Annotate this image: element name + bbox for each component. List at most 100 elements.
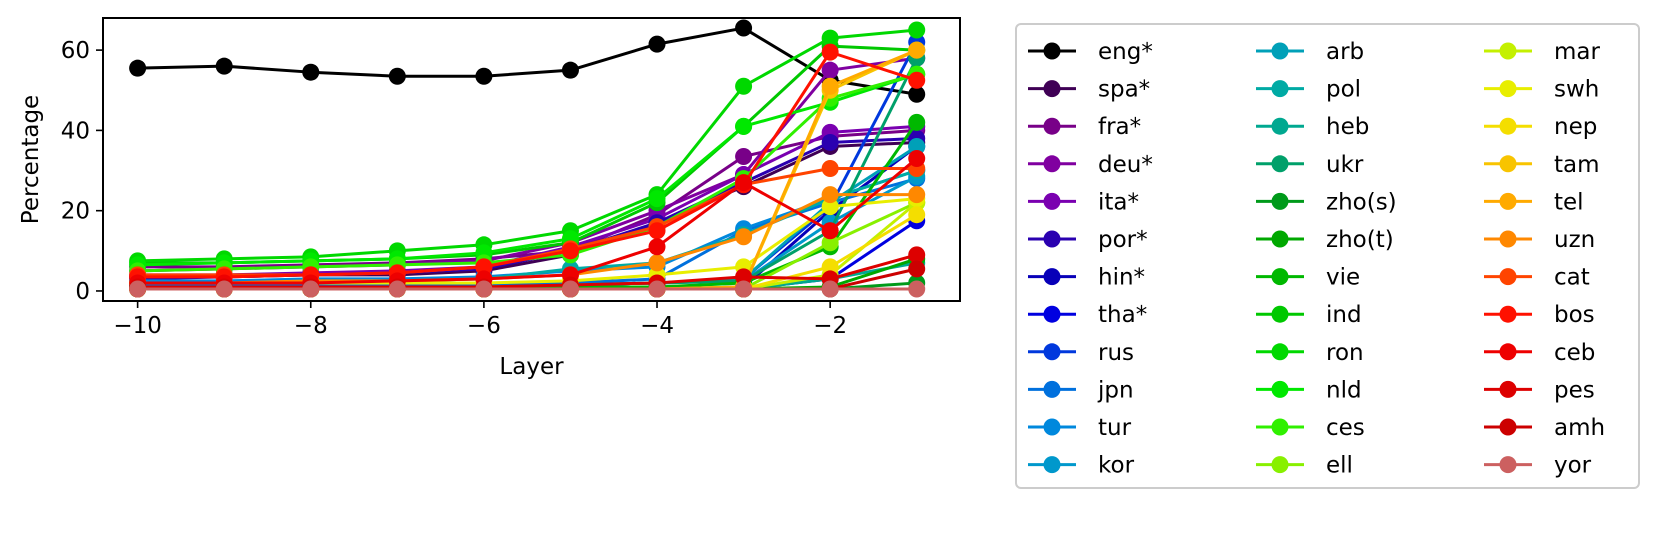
data-point-nep--1 bbox=[908, 206, 926, 224]
data-point-uzn--3 bbox=[735, 228, 753, 246]
legend-label-swh: swh bbox=[1554, 77, 1599, 103]
data-point-tel--1 bbox=[908, 41, 926, 59]
data-point-ceb--4 bbox=[648, 238, 666, 256]
legend-label-bos: bos bbox=[1554, 302, 1595, 328]
legend-label-ell: ell bbox=[1326, 453, 1353, 479]
data-point-yor--5 bbox=[561, 280, 579, 298]
legend-marker-kor bbox=[1043, 456, 1061, 474]
data-point-yor--3 bbox=[735, 280, 753, 298]
data-point-ron--3 bbox=[735, 77, 753, 95]
x-tick-label: −10 bbox=[113, 313, 162, 339]
data-point-amh--1 bbox=[908, 260, 926, 278]
data-point-yor--10 bbox=[129, 280, 147, 298]
legend-marker-mar bbox=[1499, 42, 1517, 60]
legend-marker-bos bbox=[1499, 305, 1517, 323]
legend-label-ces: ces bbox=[1326, 415, 1365, 441]
series-line-pes bbox=[137, 253, 918, 289]
data-point-ron--1 bbox=[908, 21, 926, 39]
legend-marker-tam bbox=[1499, 155, 1517, 173]
legend-label-ceb: ceb bbox=[1554, 340, 1595, 366]
legend-marker-tel bbox=[1499, 192, 1517, 210]
x-tick-label: −4 bbox=[640, 313, 674, 339]
y-tick-label: 20 bbox=[61, 199, 90, 225]
data-point-bos--6 bbox=[475, 258, 493, 276]
legend-label-tur: tur bbox=[1098, 415, 1132, 441]
x-tick-label: −6 bbox=[467, 313, 501, 339]
data-point-eng*--1 bbox=[908, 85, 926, 103]
legend-label-eng*: eng* bbox=[1098, 39, 1153, 65]
legend-label-rus: rus bbox=[1098, 340, 1134, 366]
legend-label-uzn: uzn bbox=[1554, 227, 1595, 253]
legend-label-fra*: fra* bbox=[1098, 114, 1141, 140]
data-point-nld--3 bbox=[735, 117, 753, 135]
data-point-uzn--2 bbox=[821, 186, 839, 204]
legend-marker-spa* bbox=[1043, 80, 1061, 98]
legend-marker-ell bbox=[1271, 456, 1289, 474]
x-tick-label: −8 bbox=[294, 313, 328, 339]
data-point-yor--9 bbox=[215, 280, 233, 298]
y-tick-label: 60 bbox=[61, 38, 90, 64]
data-point-eng*--10 bbox=[129, 59, 147, 77]
legend-marker-swh bbox=[1499, 80, 1517, 98]
legend-marker-nep bbox=[1499, 117, 1517, 135]
legend-label-heb: heb bbox=[1326, 114, 1369, 140]
data-point-yor--7 bbox=[388, 280, 406, 298]
legend-marker-uzn bbox=[1499, 230, 1517, 248]
legend-label-ukr: ukr bbox=[1326, 152, 1364, 178]
data-point-yor--8 bbox=[302, 280, 320, 298]
legend-label-zho(t): zho(t) bbox=[1326, 227, 1394, 253]
legend-label-amh: amh bbox=[1554, 415, 1605, 441]
data-point-swh--2 bbox=[821, 198, 839, 216]
data-point-uzn--1 bbox=[908, 186, 926, 204]
data-point-pes--1 bbox=[908, 246, 926, 264]
data-point-fra*--3 bbox=[735, 147, 753, 165]
legend-label-mar: mar bbox=[1554, 39, 1600, 65]
legend-label-yor: yor bbox=[1554, 453, 1592, 479]
data-point-pes--3 bbox=[735, 268, 753, 286]
legend-marker-pes bbox=[1499, 380, 1517, 398]
legend-box bbox=[1015, 23, 1640, 489]
legend-label-vie: vie bbox=[1326, 265, 1360, 291]
legend-marker-por* bbox=[1043, 230, 1061, 248]
data-point-yor--1 bbox=[908, 280, 926, 298]
data-point-yor--6 bbox=[475, 280, 493, 298]
data-point-deu*--2 bbox=[821, 61, 839, 79]
series-line-eng* bbox=[137, 26, 917, 96]
y-tick-label: 40 bbox=[61, 118, 90, 144]
legend-label-zho(s): zho(s) bbox=[1326, 189, 1397, 215]
legend-marker-nld bbox=[1271, 380, 1289, 398]
legend-marker-vie bbox=[1271, 268, 1289, 286]
data-point-por*--2 bbox=[821, 133, 839, 151]
legend-label-ind: ind bbox=[1326, 302, 1362, 328]
series-line-nld bbox=[137, 72, 918, 267]
series-group bbox=[129, 19, 926, 298]
data-point-eng*--4 bbox=[648, 35, 666, 53]
legend-marker-zho(s) bbox=[1271, 192, 1289, 210]
data-point-nld--4 bbox=[648, 190, 666, 208]
legend-marker-amh bbox=[1499, 418, 1517, 436]
legend-marker-ceb bbox=[1499, 343, 1517, 361]
legend-marker-zho(t) bbox=[1271, 230, 1289, 248]
legend-label-cat: cat bbox=[1554, 265, 1590, 291]
legend-label-nep: nep bbox=[1554, 114, 1597, 140]
legend-label-spa*: spa* bbox=[1098, 77, 1150, 103]
plot-area bbox=[129, 19, 926, 298]
series-line-bos bbox=[137, 50, 918, 279]
legend-label-arb: arb bbox=[1326, 39, 1364, 65]
data-point-ceb--3 bbox=[735, 174, 753, 192]
legend-label-tam: tam bbox=[1554, 152, 1600, 178]
data-point-eng*--3 bbox=[735, 19, 753, 37]
y-axis-label: Percentage bbox=[18, 95, 44, 224]
series-line-fra* bbox=[137, 128, 917, 269]
legend-marker-ita* bbox=[1043, 192, 1061, 210]
legend-marker-fra* bbox=[1043, 117, 1061, 135]
legend-marker-eng* bbox=[1043, 42, 1061, 60]
legend-label-kor: kor bbox=[1098, 453, 1135, 479]
legend-marker-hin* bbox=[1043, 268, 1061, 286]
data-point-ceb--1 bbox=[908, 150, 926, 167]
legend-label-ron: ron bbox=[1326, 340, 1364, 366]
legend-marker-heb bbox=[1271, 117, 1289, 135]
data-point-ron--2 bbox=[821, 29, 839, 47]
data-point-vie--1 bbox=[908, 113, 926, 131]
legend-label-deu*: deu* bbox=[1098, 152, 1153, 178]
